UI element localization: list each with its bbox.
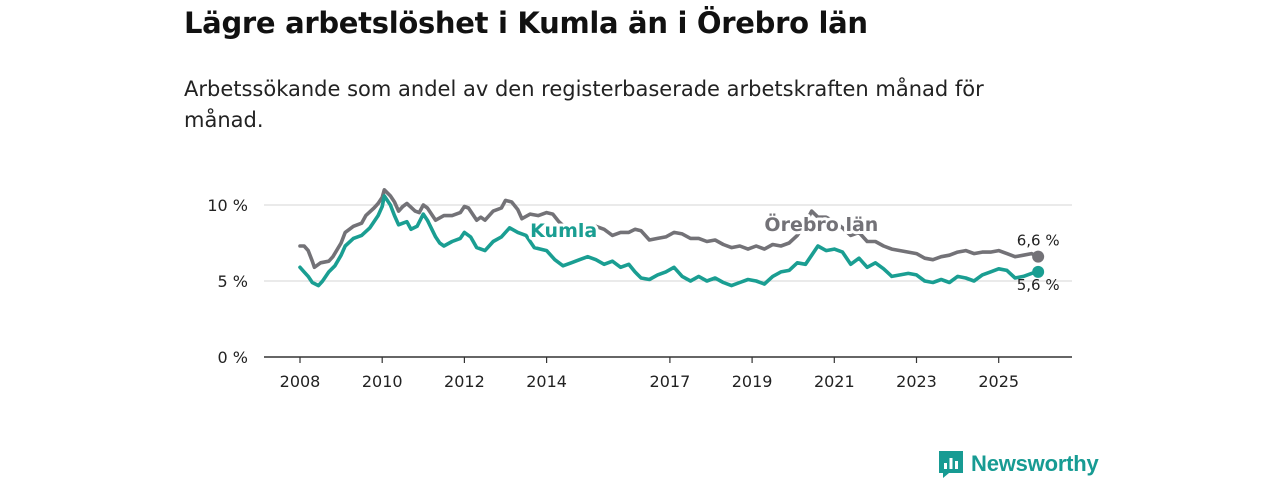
y-tick-label: 5 %: [218, 272, 248, 291]
y-tick-label: 0 %: [218, 348, 248, 367]
x-tick-label: 2021: [814, 372, 855, 391]
x-tick-label: 2014: [526, 372, 567, 391]
series-end-point-kumla: [1032, 265, 1045, 278]
chart-subtitle: Arbetssökande som andel av den registerb…: [184, 77, 984, 132]
x-tick-label: 2017: [650, 372, 691, 391]
x-tick-label: 2019: [732, 372, 773, 391]
series-end-label-orebro-lan: 6,6 %: [1017, 232, 1060, 250]
y-tick-label: 10 %: [207, 196, 248, 215]
brand[interactable]: Newsworthy: [937, 449, 1099, 479]
x-tick-label: 2025: [978, 372, 1019, 391]
newsworthy-logo-icon: [939, 451, 963, 478]
brand-name: Newsworthy: [971, 451, 1099, 476]
x-tick-label: 2023: [896, 372, 937, 391]
x-tick-label: 2012: [444, 372, 485, 391]
series-end-point-orebro-lan: [1032, 250, 1045, 263]
series-name-label-orebro-lan: Örebro län: [764, 212, 878, 236]
x-tick-label: 2008: [280, 372, 321, 391]
series-name-label-kumla: Kumla: [530, 220, 597, 242]
x-tick-label: 2010: [362, 372, 403, 391]
series-line-orebro-lan: [298, 188, 1040, 270]
series-line-kumla: [298, 194, 1040, 288]
series-end-label-kumla: 5,6 %: [1017, 276, 1060, 294]
chart-title: Lägre arbetslöshet i Kumla än i Örebro l…: [184, 6, 868, 40]
